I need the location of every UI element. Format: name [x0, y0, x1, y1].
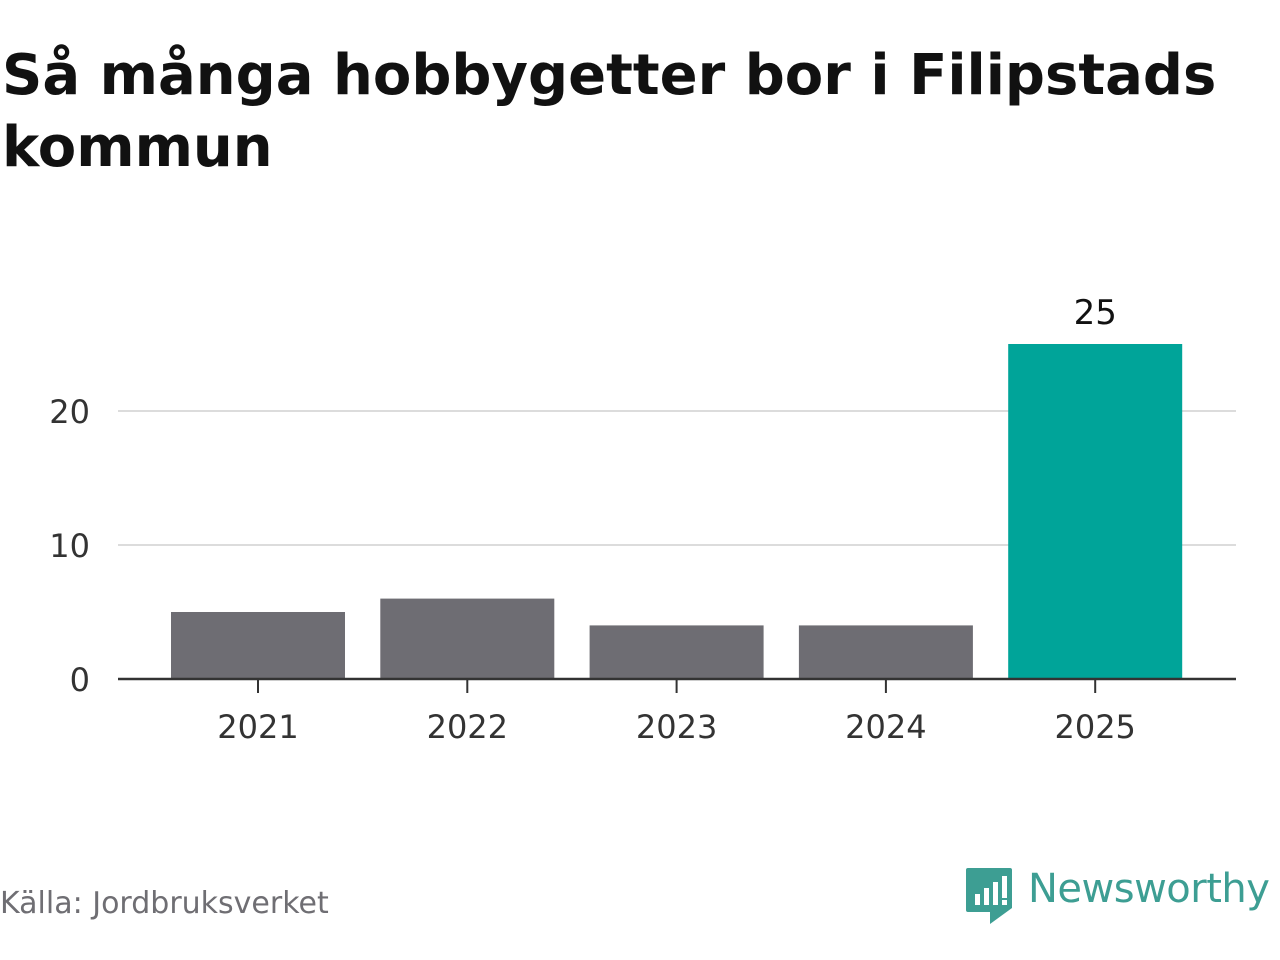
brand-name: Newsworthy [1028, 866, 1270, 912]
newsworthy-logo-icon [966, 868, 1012, 924]
source-label: Källa: Jordbruksverket [0, 886, 329, 921]
y-tick-label: 10 [49, 527, 90, 565]
bar-2023 [589, 625, 764, 679]
x-tick-label: 2022 [427, 708, 508, 746]
y-tick-label: 20 [49, 393, 90, 431]
bar-2025 [1008, 344, 1183, 679]
chart-title: Så många hobbygetter bor i Filipstads ko… [2, 43, 1217, 180]
brand-logo: Newsworthy [964, 866, 1270, 928]
y-tick-label: 0 [70, 661, 90, 699]
bar-2021 [171, 612, 345, 679]
bar-2022 [380, 598, 555, 679]
x-tick-label: 2025 [1054, 708, 1135, 746]
data-label: 25 [1074, 293, 1117, 333]
x-tick-label: 2023 [636, 708, 717, 746]
x-tick-label: 2024 [845, 708, 926, 746]
bar-2024 [798, 625, 973, 679]
x-tick-label: 2021 [217, 708, 298, 746]
